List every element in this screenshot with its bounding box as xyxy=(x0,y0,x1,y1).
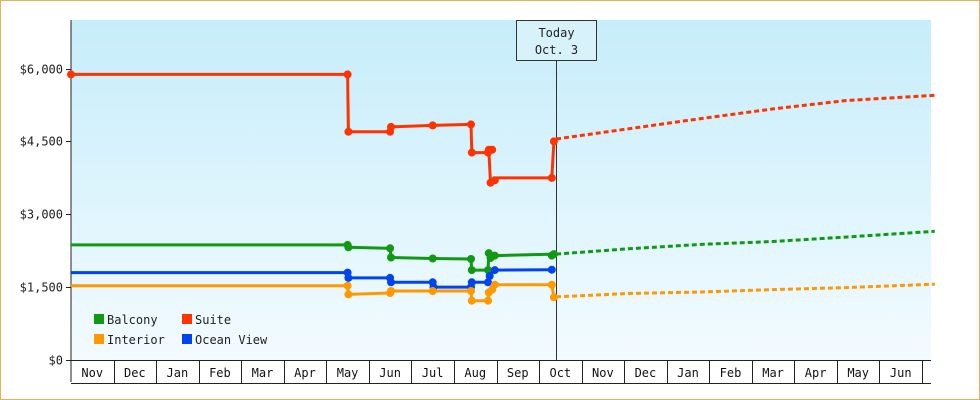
y-axis: $0 $1,500 $3,000 $4,500 $6,000 xyxy=(20,20,72,382)
series-balcony xyxy=(71,229,935,275)
legend-swatch-ocean-view xyxy=(182,334,192,344)
data-point-suite[interactable] xyxy=(67,70,75,79)
x-tick-label: Jan xyxy=(167,366,189,380)
data-point-suite[interactable] xyxy=(490,176,499,185)
data-point-interior[interactable] xyxy=(549,293,558,302)
data-point-suite[interactable] xyxy=(428,121,437,130)
data-point-balcony[interactable] xyxy=(386,244,395,253)
data-point-ocean-view[interactable] xyxy=(387,278,395,287)
today-date: Oct. 3 xyxy=(535,43,578,57)
data-point-interior[interactable] xyxy=(387,287,395,295)
x-tick-label: Jun xyxy=(890,366,912,380)
data-point-balcony[interactable] xyxy=(490,251,499,260)
plot-background xyxy=(71,20,931,360)
x-tick-label: Aug xyxy=(464,366,486,380)
forecast-line-balcony xyxy=(555,229,935,256)
x-tick-label: Feb xyxy=(720,366,742,380)
x-tick-label: Mar xyxy=(252,366,274,380)
data-point-interior[interactable] xyxy=(428,287,437,295)
series-layer xyxy=(67,70,935,305)
today-box xyxy=(516,20,597,61)
data-point-suite[interactable] xyxy=(343,70,352,79)
data-point-balcony[interactable] xyxy=(428,254,437,263)
data-point-ocean-view[interactable] xyxy=(484,278,492,287)
legend-label-balcony: Balcony xyxy=(107,313,158,327)
data-point-suite[interactable] xyxy=(547,173,556,182)
data-point-balcony[interactable] xyxy=(549,250,558,259)
x-tick-label: Nov xyxy=(81,366,103,380)
data-point-interior[interactable] xyxy=(467,296,476,305)
data-point-suite[interactable] xyxy=(387,122,395,131)
data-point-balcony[interactable] xyxy=(467,255,475,263)
data-point-balcony[interactable] xyxy=(387,253,395,262)
x-tick-label: Apr xyxy=(805,366,827,380)
x-tick-label: Oct xyxy=(549,366,571,380)
legend: Balcony Suite Interior Ocean View xyxy=(94,313,268,347)
legend-label-suite: Suite xyxy=(195,313,231,327)
legend-swatch-balcony xyxy=(94,314,104,324)
forecast-line-interior xyxy=(556,282,935,299)
data-point-suite[interactable] xyxy=(467,148,476,157)
y-tick-label: $3,000 xyxy=(20,208,63,222)
data-point-balcony[interactable] xyxy=(467,266,476,275)
forecast-line-suite xyxy=(555,93,935,141)
x-tick-label: Sep xyxy=(507,366,529,380)
data-point-interior[interactable] xyxy=(547,280,556,289)
legend-swatch-interior xyxy=(94,334,104,344)
data-point-interior[interactable] xyxy=(467,287,475,295)
x-tick-label: Dec xyxy=(635,366,657,380)
data-point-ocean-view[interactable] xyxy=(485,272,494,280)
x-tick-label: Apr xyxy=(294,366,316,380)
data-point-ocean-view[interactable] xyxy=(344,273,353,282)
x-tick-label: Mar xyxy=(762,366,784,380)
data-point-suite[interactable] xyxy=(467,120,475,129)
x-tick-label: May xyxy=(337,366,359,380)
x-tick-label: May xyxy=(847,366,869,380)
data-point-ocean-view[interactable] xyxy=(547,265,556,274)
data-point-interior[interactable] xyxy=(490,280,499,289)
data-point-ocean-view[interactable] xyxy=(490,266,499,275)
x-tick-label: Nov xyxy=(592,366,614,380)
y-tick-label: $0 xyxy=(49,354,63,368)
today-marker: Today Oct. 3 xyxy=(516,20,597,360)
data-point-ocean-view[interactable] xyxy=(467,278,476,287)
y-tick-label: $6,000 xyxy=(20,63,63,77)
data-point-suite[interactable] xyxy=(344,127,353,136)
data-point-suite[interactable] xyxy=(549,137,558,146)
x-tick-label: Dec xyxy=(124,366,146,380)
y-tick-label: $1,500 xyxy=(20,281,63,295)
series-suite xyxy=(67,70,935,187)
today-label: Today xyxy=(538,26,574,40)
data-point-balcony[interactable] xyxy=(344,243,353,252)
data-point-suite[interactable] xyxy=(488,145,497,154)
x-tick-label: Jun xyxy=(379,366,401,380)
x-tick-label: Jul xyxy=(422,366,444,380)
x-axis: Nov Dec Jan Feb Mar Apr May Jun Jul Aug Sep Oct Nov D… xyxy=(71,360,931,384)
data-point-interior[interactable] xyxy=(343,281,352,290)
x-tick-label: Jan xyxy=(677,366,699,380)
series-interior xyxy=(71,280,935,305)
data-point-interior[interactable] xyxy=(484,296,492,305)
legend-label-ocean-view: Ocean View xyxy=(195,333,268,347)
x-tick-label: Feb xyxy=(209,366,231,380)
y-tick-label: $4,500 xyxy=(20,135,63,149)
data-point-interior[interactable] xyxy=(344,290,353,299)
legend-label-interior: Interior xyxy=(107,333,165,347)
legend-swatch-suite xyxy=(182,314,192,324)
